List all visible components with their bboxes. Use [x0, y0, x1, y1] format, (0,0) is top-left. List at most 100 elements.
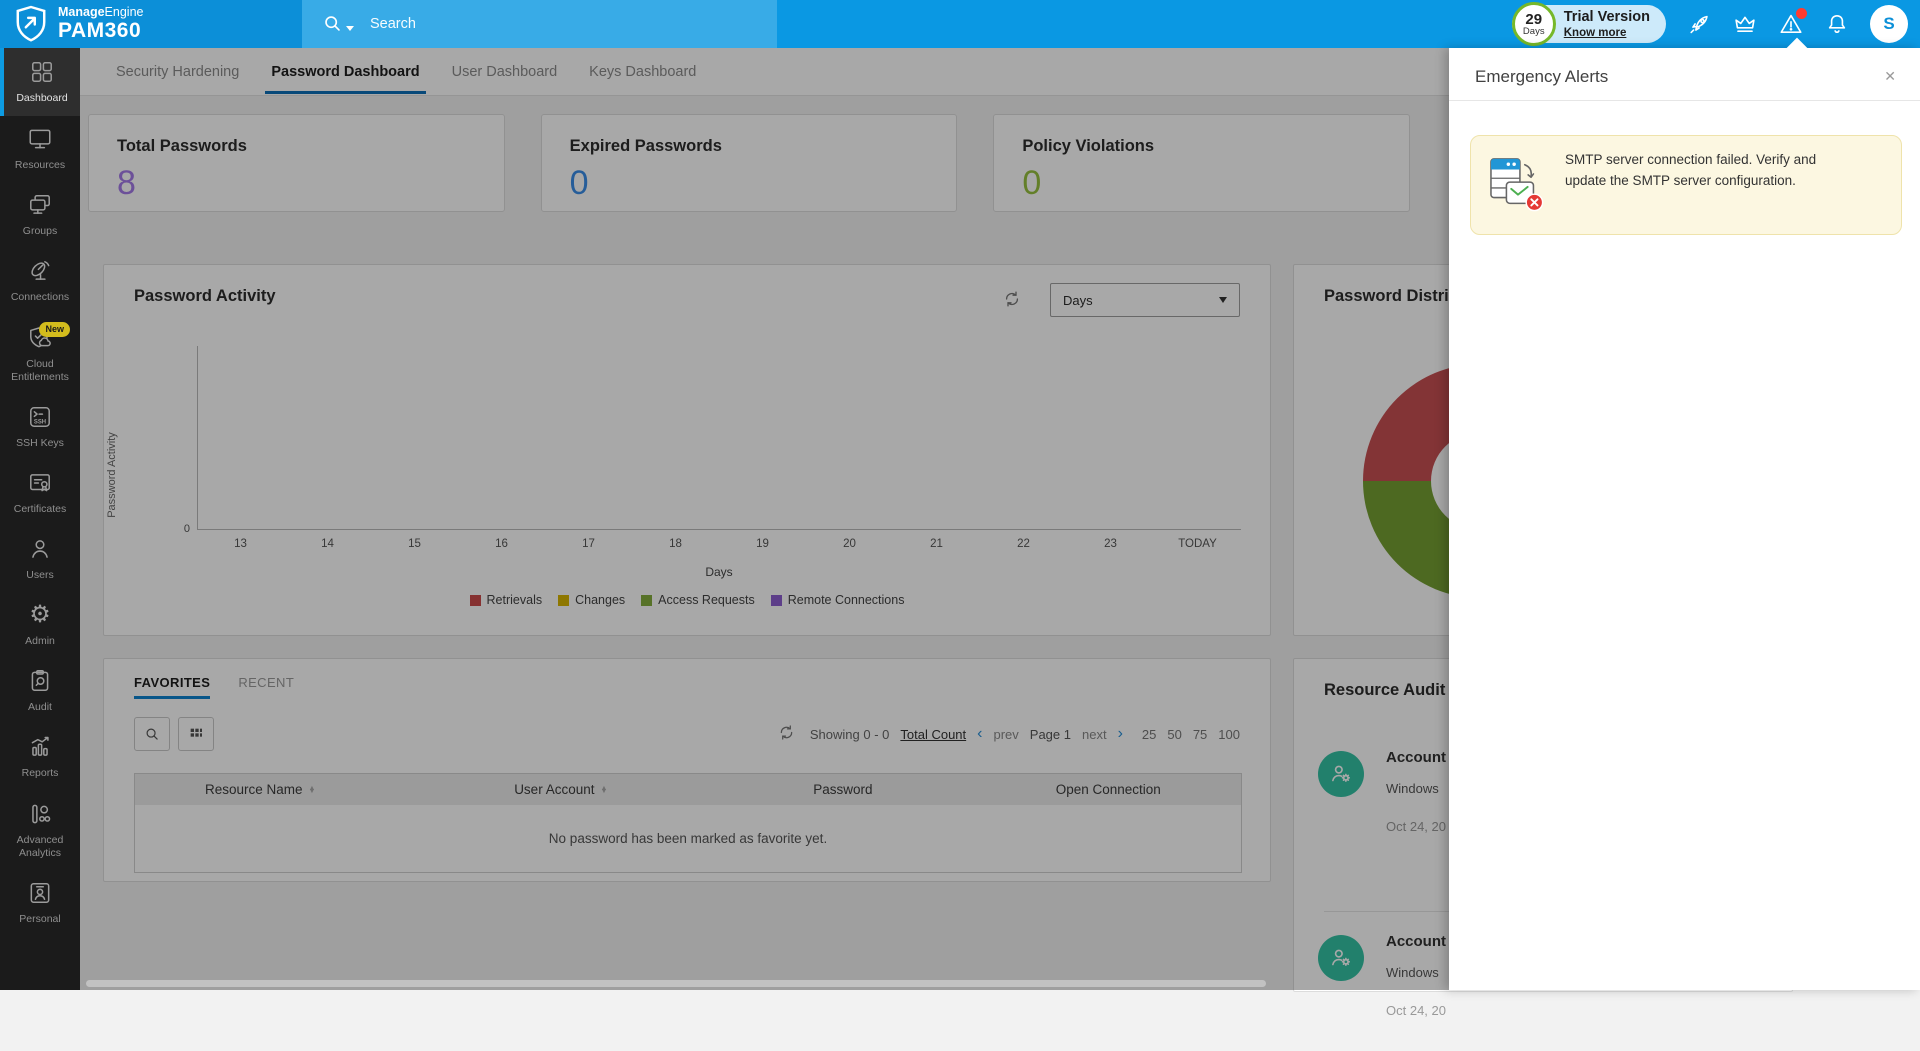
bar-chart-arrow-icon	[31, 736, 49, 757]
sort-arrows-icon[interactable]: ▲ ▼	[600, 784, 608, 796]
x-tick: 20	[843, 538, 856, 550]
certificate-icon	[30, 474, 50, 492]
svg-text:SSH: SSH	[34, 419, 46, 425]
sidebar-item-resources[interactable]: Resources	[0, 116, 80, 182]
favorites-search-button[interactable]	[134, 717, 170, 751]
sidebar-item-groups[interactable]: Groups	[0, 182, 80, 248]
refresh-icon[interactable]	[1002, 289, 1024, 311]
know-more-link[interactable]: Know more	[1563, 26, 1627, 39]
next-chevron-icon[interactable]: ›	[1117, 725, 1123, 742]
column-header-user-account[interactable]: User Account ▲ ▼	[514, 782, 608, 797]
sidebar-item-advanced-analytics[interactable]: Advanced Analytics	[0, 790, 80, 870]
premium-crown-icon[interactable]	[1732, 11, 1758, 37]
policy-violations-card[interactable]: Policy Violations 0	[993, 114, 1410, 212]
sidebar-item-dashboard[interactable]: Dashboard	[0, 48, 80, 116]
ssh-terminal-icon: SSH	[30, 407, 50, 428]
favorites-tabs: FAVORITES RECENT	[134, 675, 294, 699]
smtp-failure-icon	[1489, 157, 1547, 213]
x-tick: 17	[582, 538, 595, 550]
brand-logo[interactable]: ManageEngine PAM360	[0, 0, 302, 48]
sidebar-label: Connections	[10, 291, 70, 304]
legend-item-changes[interactable]: Changes	[558, 593, 625, 607]
audit-item-subtitle: Windows	[1386, 781, 1439, 796]
product-name: PAM360	[58, 18, 142, 42]
global-search[interactable]: Search	[302, 0, 777, 48]
column-chooser-button[interactable]	[178, 717, 214, 751]
password-activity-card: Password Activity Days Password Activity…	[103, 264, 1271, 636]
tab-password-dashboard[interactable]: Password Dashboard	[265, 50, 426, 94]
activity-x-ticks: 13 14 15 16 17 18 19 20 21 22 23 TODAY	[197, 538, 1241, 550]
sort-arrows-icon[interactable]: ▲ ▼	[308, 784, 316, 796]
total-count-link[interactable]: Total Count	[900, 726, 967, 742]
horizontal-scrollbar[interactable]	[86, 980, 1266, 987]
search-placeholder[interactable]: Search	[370, 16, 416, 32]
notifications-bell-icon[interactable]	[1824, 11, 1850, 37]
sidebar-item-personal[interactable]: Personal	[0, 870, 80, 936]
modal-dim-overlay[interactable]	[80, 48, 1449, 990]
column-header-resource-name[interactable]: Resource Name ▲ ▼	[205, 782, 316, 797]
id-badge-icon	[30, 883, 50, 904]
activity-origin-label: 0	[183, 523, 190, 535]
tab-keys-dashboard[interactable]: Keys Dashboard	[589, 63, 697, 80]
close-icon[interactable]: ✕	[1884, 68, 1896, 84]
brand-engine: Engine	[104, 5, 144, 20]
sidebar-label: Groups	[22, 225, 58, 238]
sidebar-item-reports[interactable]: Reports	[0, 724, 80, 790]
activity-range-select[interactable]: Days	[1050, 283, 1240, 317]
stat-value: 8	[117, 164, 136, 202]
legend-swatch	[469, 594, 481, 606]
page-size-75[interactable]: 75	[1192, 726, 1208, 742]
monitor-icon	[29, 129, 51, 149]
alert-badge-dot	[1796, 8, 1807, 19]
sidebar-item-users[interactable]: Users	[0, 526, 80, 592]
dashboard-icon	[32, 62, 52, 83]
legend-label: Remote Connections	[787, 593, 905, 607]
prev-chevron-icon[interactable]: ‹	[977, 725, 983, 742]
whats-new-rocket-icon[interactable]	[1686, 11, 1712, 37]
trial-version-pill[interactable]: 29 Days Trial Version Know more	[1511, 2, 1666, 46]
range-selected-value: Days	[1063, 292, 1093, 308]
sidebar-label: Cloud Entitlements	[11, 357, 69, 383]
audit-item-subtitle: Windows	[1386, 965, 1439, 980]
sidebar-item-ssh-keys[interactable]: SSH SSH Keys	[0, 394, 80, 460]
main-sidebar: Dashboard Resources Groups Connections N…	[0, 48, 80, 990]
shield-arrow-logo-icon	[16, 5, 46, 42]
sidebar-label: Audit	[28, 701, 52, 714]
page-size-50[interactable]: 50	[1167, 726, 1182, 742]
audit-list-item[interactable]: Account Windows Oct 24, 20	[1318, 749, 1782, 867]
header-actions: 29 Days Trial Version Know more	[1511, 2, 1920, 46]
stat-cards-row: Total Passwords 8 Expired Passwords 0 Po…	[88, 114, 1410, 212]
total-passwords-card[interactable]: Total Passwords 8	[88, 114, 505, 212]
expired-passwords-card[interactable]: Expired Passwords 0	[540, 114, 958, 212]
brand-manage: Manage	[58, 5, 105, 20]
sidebar-item-admin[interactable]: ⚙ Admin	[0, 592, 80, 658]
audit-title: Resource Audit	[1324, 681, 1446, 699]
activity-title: Password Activity	[134, 287, 276, 305]
audit-item-date: Oct 24, 20	[1386, 819, 1446, 834]
activity-plot-area	[197, 346, 1241, 530]
page-size-100[interactable]: 100	[1218, 726, 1240, 742]
legend-item-access-requests[interactable]: Access Requests	[641, 593, 755, 607]
tab-favorites[interactable]: FAVORITES	[134, 675, 211, 699]
user-avatar[interactable]: S	[1870, 5, 1908, 43]
search-scope-caret-icon[interactable]	[346, 25, 354, 31]
page-size-25[interactable]: 25	[1141, 726, 1157, 742]
tab-security-hardening[interactable]: Security Hardening	[116, 63, 240, 80]
smtp-alert-card[interactable]: SMTP server connection failed. Verify an…	[1470, 135, 1902, 235]
tab-recent[interactable]: RECENT	[238, 675, 295, 690]
tab-user-dashboard[interactable]: User Dashboard	[451, 63, 558, 80]
refresh-icon[interactable]	[777, 723, 799, 745]
smtp-alert-message: SMTP server connection failed. Verify an…	[1565, 152, 1817, 188]
emergency-alerts-warning-icon[interactable]	[1778, 8, 1807, 37]
next-link[interactable]: next	[1081, 726, 1107, 742]
legend-swatch	[641, 594, 653, 606]
prev-link[interactable]: prev	[993, 726, 1019, 742]
new-badge: New	[39, 322, 70, 337]
sidebar-item-cloud-entitlements[interactable]: New Cloud Entitlements	[0, 314, 80, 394]
sidebar-item-connections[interactable]: Connections	[0, 248, 80, 314]
sidebar-item-certificates[interactable]: Certificates	[0, 460, 80, 526]
stacked-monitors-icon	[30, 195, 50, 215]
legend-item-remote-connections[interactable]: Remote Connections	[770, 593, 905, 607]
sidebar-item-audit[interactable]: Audit	[0, 658, 80, 724]
legend-item-retrievals[interactable]: Retrievals	[469, 593, 542, 607]
